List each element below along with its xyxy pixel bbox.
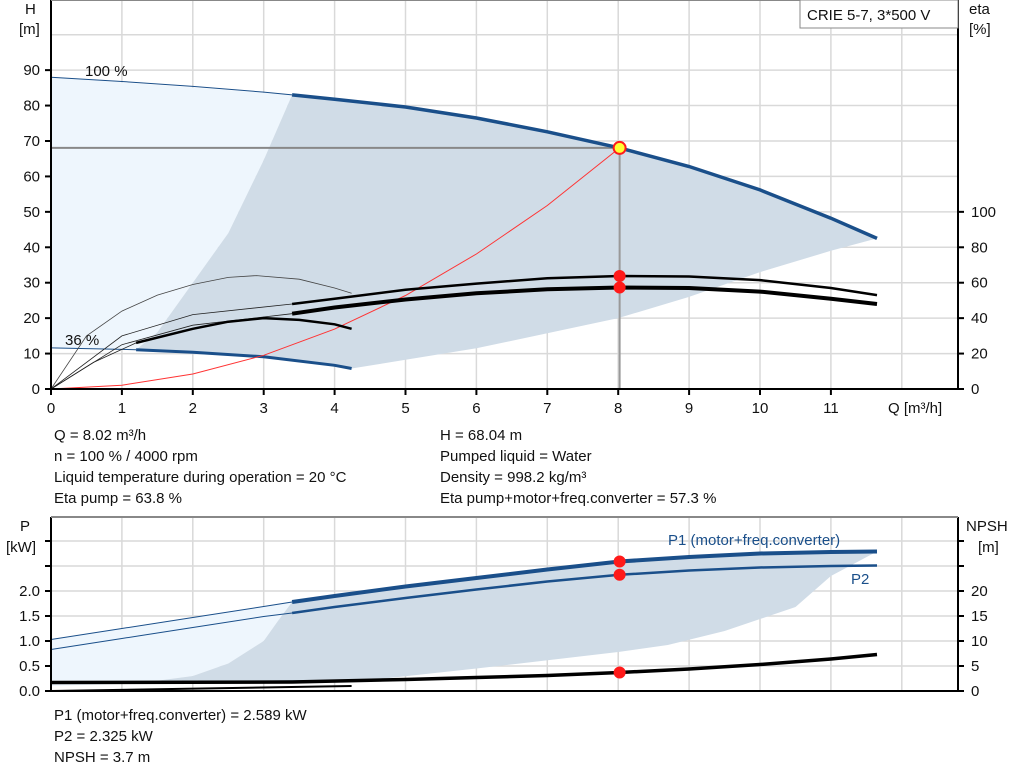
- y-tick-label: 1.5: [19, 608, 40, 625]
- info-top-right: H = 68.04 m Pumped liquid = Water Densit…: [440, 425, 716, 509]
- head-curve-100: [291, 93, 878, 241]
- y2-tick-label: 15: [971, 608, 988, 625]
- info-liquid: Pumped liquid = Water: [440, 448, 592, 465]
- eta-pump-curve-36: [50, 275, 352, 390]
- y-tick-label: 1.0: [19, 633, 40, 650]
- y2-axis-unit-eta: [%]: [969, 21, 991, 38]
- eta-total-curve-36: [135, 316, 352, 345]
- y2-tick-label: 60: [971, 275, 988, 292]
- y-tick-label: 40: [23, 239, 40, 256]
- y-tick-label: 80: [23, 98, 40, 115]
- x-tick-label: 4: [330, 400, 338, 417]
- bottom-operating-area: [51, 551, 877, 686]
- y2-tick-label: 10: [971, 633, 988, 650]
- x-tick-label: 2: [189, 400, 197, 417]
- x-tick-label: 9: [685, 400, 693, 417]
- top-axes: 0 1 2 3 4 5 6 7 8 9 10 11 0 10 20 30 40 50 60 70 80 90 0 20 40 60…: [23, 0, 996, 417]
- title-box: [799, 0, 959, 29]
- info-npsh: NPSH = 3.7 m: [54, 749, 151, 766]
- info-eta-pump: Eta pump = 63.8 %: [54, 490, 182, 507]
- y-tick-label: 0.5: [19, 658, 40, 675]
- x-axis-label: Q [m³/h]: [888, 400, 942, 417]
- y2-tick-label: 0: [971, 683, 979, 700]
- head-curve-36: [136, 348, 352, 370]
- legend-p2: P2: [851, 571, 869, 588]
- speed-label-36: 36 %: [65, 332, 99, 349]
- light-area: [51, 77, 293, 350]
- y-tick-label: 70: [23, 133, 40, 150]
- info-top-left: Q = 8.02 m³/h n = 100 % / 4000 rpm Liqui…: [54, 425, 346, 509]
- y2-axis-unit-npsh: [m]: [978, 539, 999, 556]
- top-operating-area: [51, 77, 878, 369]
- x-tick-label: 0: [47, 400, 55, 417]
- y-tick-label: 10: [23, 346, 40, 363]
- bottom-curves: [50, 549, 878, 692]
- x-tick-label: 8: [614, 400, 622, 417]
- y2-tick-label: 20: [971, 346, 988, 363]
- legend-p1: P1 (motor+freq.converter): [668, 532, 840, 549]
- y2-tick-label: 100: [971, 204, 996, 221]
- y2-axis-label-npsh: NPSH: [966, 518, 1008, 535]
- y-tick-label: 0: [32, 381, 40, 398]
- info-p2: P2 = 2.325 kW: [54, 728, 153, 745]
- y2-tick-label: 0: [971, 381, 979, 398]
- y2-axis-label-eta: eta: [969, 1, 991, 18]
- y-axis-unit-p: [kW]: [6, 539, 36, 556]
- y-tick-label: 2.0: [19, 583, 40, 600]
- info-bottom: P1 (motor+freq.converter) = 2.589 kW P2 …: [54, 705, 307, 768]
- x-tick-label: 6: [472, 400, 480, 417]
- p1-curve-ext: [50, 601, 293, 640]
- p1-marker: [613, 555, 626, 568]
- duty-point-marker: [612, 140, 627, 155]
- y-tick-label: 30: [23, 275, 40, 292]
- y-tick-label: 60: [23, 168, 40, 185]
- info-head: H = 68.04 m: [440, 427, 523, 444]
- x-tick-label: 10: [752, 400, 769, 417]
- top-curves: [50, 76, 878, 390]
- x-tick-label: 5: [401, 400, 409, 417]
- info-flow: Q = 8.02 m³/h: [54, 427, 147, 444]
- npsh-curve: [50, 652, 878, 685]
- p2-marker: [613, 568, 626, 581]
- p1-curve: [291, 549, 878, 604]
- eta-pump-curve-ext: [50, 303, 293, 390]
- info-p1: P1 (motor+freq.converter) = 2.589 kW: [54, 707, 307, 724]
- system-curve: [50, 147, 620, 390]
- y2-tick-label: 40: [971, 310, 988, 327]
- x-tick-label: 11: [823, 400, 839, 417]
- y2-tick-label: 20: [971, 583, 988, 600]
- eta-total-marker: [613, 281, 626, 294]
- y-tick-label: 20: [23, 310, 40, 327]
- bottom-axes: 0.0 0.5 1.0 1.5 2.0 0 5 10 15 20: [19, 516, 988, 700]
- info-density: Density = 998.2 kg/m³: [440, 469, 587, 486]
- chart-title: CRIE 5-7, 3*500 V: [807, 7, 930, 24]
- p2-curve: [291, 564, 878, 615]
- y-tick-label: 90: [23, 62, 40, 79]
- eta-total-curve: [291, 285, 878, 316]
- x-tick-label: 1: [118, 400, 126, 417]
- info-temperature: Liquid temperature during operation = 20…: [54, 469, 347, 486]
- x-tick-label: 7: [543, 400, 551, 417]
- head-curve-100-ext: [50, 76, 293, 96]
- info-speed: n = 100 % / 4000 rpm: [54, 448, 198, 465]
- npsh-marker: [613, 666, 626, 679]
- y-tick-label: 0.0: [19, 683, 40, 700]
- eta-pump-marker: [613, 269, 626, 282]
- y-axis-label-p: P: [20, 518, 30, 535]
- info-eta-total: Eta pump+motor+freq.converter = 57.3 %: [440, 490, 717, 507]
- eta-total-curve-36-ext: [50, 342, 137, 390]
- operating-area: [51, 551, 877, 686]
- y-tick-label: 50: [23, 204, 40, 221]
- p2-curve-ext: [50, 612, 293, 650]
- y-axis-label-h: H: [25, 1, 36, 18]
- y-axis-unit-h: [m]: [19, 21, 40, 38]
- speed-label-100: 100 %: [85, 63, 128, 80]
- y2-tick-label: 80: [971, 239, 988, 256]
- eta-pump-curve: [291, 274, 878, 306]
- light-area: [51, 602, 293, 686]
- x-tick-label: 3: [260, 400, 268, 417]
- y2-tick-label: 5: [971, 658, 979, 675]
